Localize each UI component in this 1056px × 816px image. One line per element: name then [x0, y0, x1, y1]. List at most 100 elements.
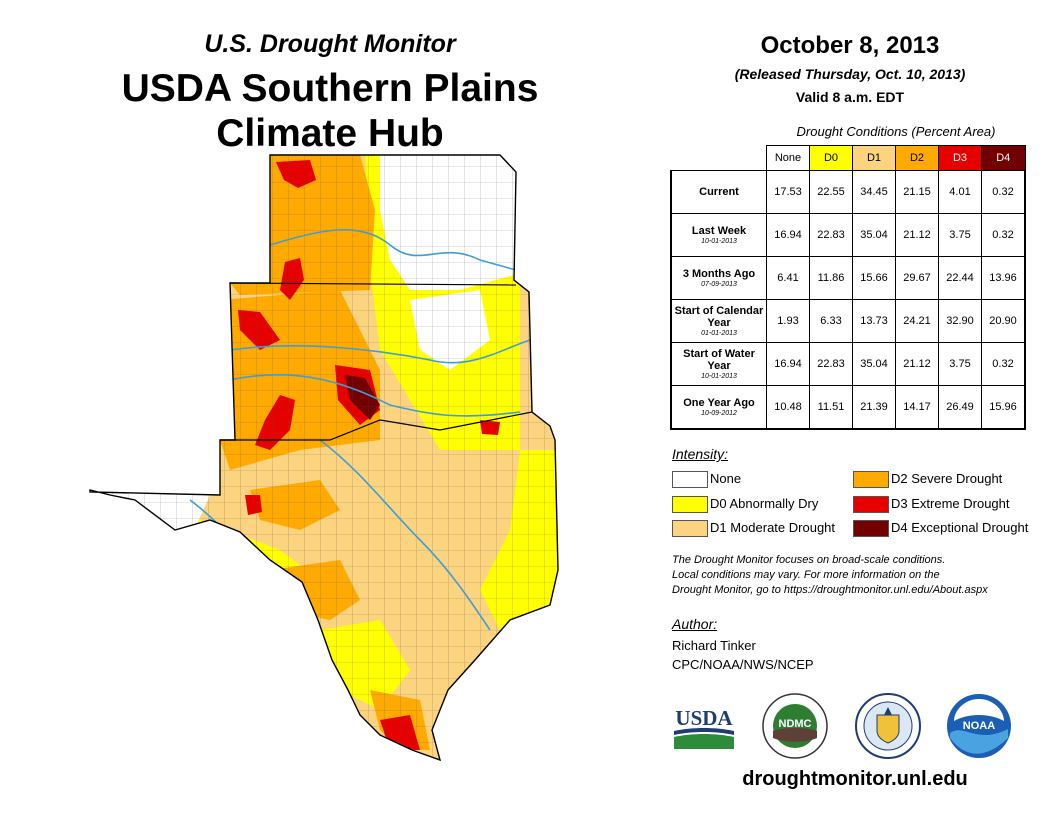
note-line: Local conditions may vary. For more info…	[672, 569, 940, 581]
legend-label: D3 Extreme Drought	[891, 496, 1010, 511]
cell-value: 11.51	[809, 385, 853, 430]
legend-label: D0 Abnormally Dry	[710, 496, 819, 511]
row-label-text: Start of Calendar Year	[674, 304, 764, 329]
author-name: Richard Tinker	[672, 638, 756, 653]
legend-item-d4: D4 Exceptional Drought	[853, 520, 1038, 537]
legend-title: Intensity:	[672, 446, 729, 462]
cell-value: 13.96	[981, 256, 1026, 300]
cell-value: 24.21	[895, 299, 939, 343]
map-date: October 8, 2013	[760, 32, 940, 59]
drought-monitor-note: The Drought Monitor focuses on broad-sca…	[672, 553, 1042, 598]
drought-conditions-table: None D0 D1 D2 D3 D4 Current 17.53 22.55 …	[670, 145, 1026, 430]
cell-value: 16.94	[766, 342, 810, 386]
author-label: Author:	[672, 616, 718, 632]
row-date: 07-09-2013	[701, 280, 737, 288]
cell-value: 21.12	[895, 213, 939, 257]
border-kansas-oklahoma	[229, 282, 517, 286]
border-oklahoma-texas	[220, 411, 533, 441]
usda-logo-text: USDA	[675, 706, 733, 730]
row-label-text: 3 Months Ago	[682, 267, 756, 280]
table-header-row: None D0 D1 D2 D3 D4	[671, 145, 1026, 171]
river-canadian	[229, 339, 531, 364]
legend-label: None	[710, 471, 742, 486]
row-label: Start of Calendar Year 01-01-2013	[670, 299, 767, 343]
cell-value: 21.39	[852, 385, 896, 430]
cell-value: 35.04	[852, 342, 896, 386]
col-header-d4: D4	[981, 145, 1026, 171]
row-date: 10-01-2013	[701, 372, 737, 380]
cell-value: 15.96	[981, 385, 1026, 430]
legend-swatch	[853, 520, 889, 537]
subtitle: U.S. Drought Monitor	[204, 30, 456, 58]
row-label-text: Start of Water Year	[683, 347, 755, 372]
cell-value: 34.45	[852, 170, 896, 214]
cell-value: 22.55	[809, 170, 853, 214]
cell-value: 0.32	[981, 342, 1026, 386]
legend-item-d0: D0 Abnormally Dry	[672, 496, 842, 513]
legend-item-none: None	[672, 471, 842, 488]
cell-value: 6.33	[809, 299, 853, 343]
cell-value: 21.15	[895, 170, 939, 214]
noaa-logo: NOAA	[947, 694, 1011, 758]
cell-value: 1.93	[766, 299, 810, 343]
row-date: 10-09-2012	[701, 409, 737, 417]
cell-value: 16.94	[766, 213, 810, 257]
cell-value: 13.73	[852, 299, 896, 343]
cell-value: 17.53	[766, 170, 810, 214]
ndmc-logo: NDMC	[762, 693, 828, 759]
row-label: 3 Months Ago 07-09-2013	[670, 256, 767, 300]
river-red	[229, 374, 521, 417]
river-arkansas	[269, 229, 517, 271]
commerce-seal-icon	[855, 693, 921, 759]
cell-value: 11.86	[809, 256, 853, 300]
cell-value: 0.32	[981, 213, 1026, 257]
river-brazos	[319, 439, 491, 631]
author-org: CPC/NOAA/NWS/NCEP	[672, 657, 814, 672]
row-date: 10-01-2013	[701, 237, 737, 245]
cell-value: 22.83	[809, 342, 853, 386]
table-row: Start of Calendar Year 01-01-2013 1.93 6.…	[670, 299, 1026, 343]
legend-item-d2: D2 Severe Drought	[853, 471, 1038, 488]
title-line-2: Climate Hub	[216, 112, 444, 155]
row-date: 01-01-2013	[701, 329, 737, 337]
cell-value: 21.12	[895, 342, 939, 386]
legend-swatch	[853, 496, 889, 513]
drought-map	[89, 154, 559, 762]
table-row: Last Week 10-01-2013 16.94 22.83 35.04 21…	[670, 213, 1026, 257]
legend-item-d3: D3 Extreme Drought	[853, 496, 1038, 513]
cell-value: 0.32	[981, 170, 1026, 214]
legend-label: D2 Severe Drought	[891, 471, 1003, 486]
cell-value: 22.83	[809, 213, 853, 257]
cell-value: 3.75	[938, 213, 982, 257]
row-label-text: Current	[699, 186, 739, 198]
row-label: One Year Ago 10-09-2012	[670, 385, 767, 430]
cell-value: 3.75	[938, 342, 982, 386]
page-title: USDA Southern Plains Climate Hub	[70, 66, 590, 156]
legend-label: D1 Moderate Drought	[710, 520, 836, 535]
row-label: Start of Water Year 10-01-2013	[670, 342, 767, 386]
row-label: Current	[670, 170, 767, 214]
map-d3-central-texas	[275, 578, 302, 605]
cell-value: 15.66	[852, 256, 896, 300]
note-line: Drought Monitor, go to https://droughtmo…	[672, 584, 988, 596]
valid-time: Valid 8 a.m. EDT	[795, 89, 905, 105]
legend-swatch	[672, 471, 708, 488]
table-row: One Year Ago 10-09-2012 10.48 11.51 21.39…	[670, 385, 1026, 430]
row-label-text: Last Week	[691, 224, 747, 237]
cell-value: 6.41	[766, 256, 810, 300]
ndmc-logo-text: NDMC	[779, 718, 812, 730]
cell-value: 10.48	[766, 385, 810, 430]
cell-value: 4.01	[938, 170, 982, 214]
table-row: Current 17.53 22.55 34.45 21.15 4.01 0.3…	[670, 170, 1026, 214]
usda-logo: USDA	[674, 706, 734, 749]
cell-value: 32.90	[938, 299, 982, 343]
legend-swatch	[672, 496, 708, 513]
col-header-d0: D0	[809, 145, 853, 171]
table-row: Start of Water Year 10-01-2013 16.94 22.8…	[670, 342, 1026, 386]
col-header-d2: D2	[895, 145, 939, 171]
noaa-logo-text: NOAA	[963, 720, 995, 732]
cell-value: 29.67	[895, 256, 939, 300]
legend-label: D4 Exceptional Drought	[891, 520, 1029, 535]
note-line: The Drought Monitor focuses on broad-sca…	[672, 554, 946, 566]
footer-url: droughtmonitor.unl.edu	[742, 768, 968, 790]
